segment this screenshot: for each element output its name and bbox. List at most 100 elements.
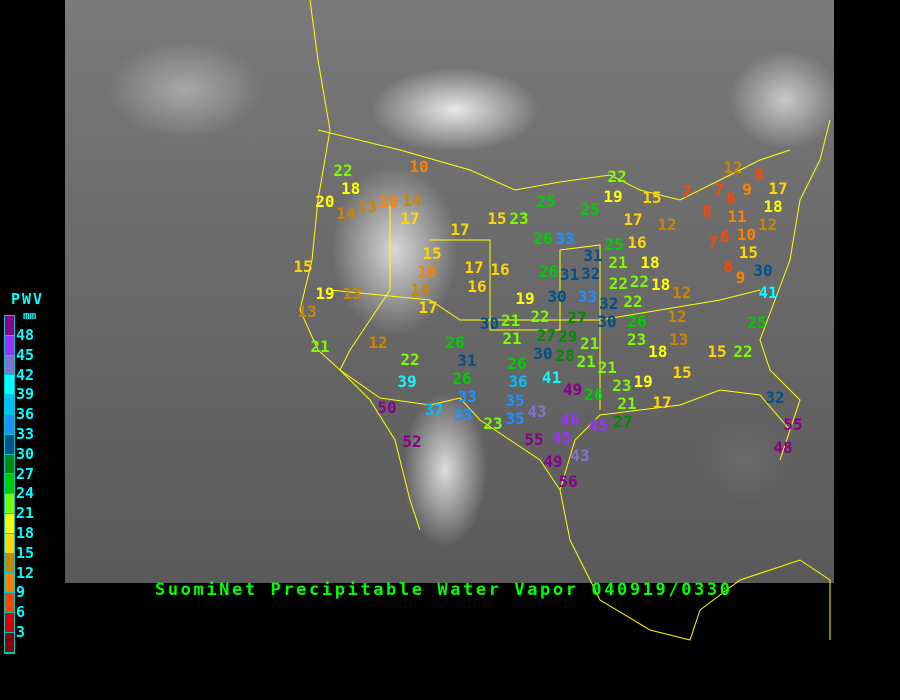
station-pwv-value: 27 [567, 308, 587, 327]
legend-label: 36 [16, 405, 35, 424]
station-pwv-value: 7 [708, 233, 718, 252]
station-pwv-value: 50 [377, 398, 397, 417]
station-pwv-value: 33 [453, 405, 473, 425]
station-pwv-value: 55 [783, 415, 803, 434]
legend-label: 6 [16, 603, 26, 622]
legend-label: 3 [16, 623, 26, 641]
station-pwv-value: 21 [500, 310, 521, 330]
station-pwv-value: 29 [557, 327, 578, 347]
legend-swatch [5, 335, 14, 356]
legend-label: 15 [16, 543, 35, 562]
station-pwv-value: 30 [597, 312, 617, 332]
station-pwv-value: 31 [457, 350, 477, 370]
legend-swatch [5, 375, 14, 396]
legend-swatch [5, 395, 14, 415]
station-pwv-value: 23 [612, 375, 632, 395]
legend-swatch [5, 612, 14, 633]
station-pwv-value: 36 [508, 372, 528, 392]
legend-label: 27 [16, 464, 35, 483]
legend-swatch [5, 533, 14, 554]
station-pwv-value: 27 [536, 325, 557, 345]
station-pwv-value: 9 [735, 268, 746, 287]
station-pwv-value: 13 [297, 302, 317, 321]
station-pwv-value: 18 [763, 197, 783, 217]
legend-label: 48 [16, 326, 35, 344]
us-canada-border [317, 129, 791, 201]
station-pwv-value: 25 [580, 200, 600, 219]
legend-label: 9 [16, 583, 26, 602]
station-pwv-value: 12 [368, 333, 388, 352]
station-pwv-value: 16 [467, 277, 487, 296]
station-pwv-value: 26 [533, 229, 553, 248]
station-pwv-value: 43 [570, 446, 590, 466]
station-pwv-value: 17 [623, 210, 643, 229]
station-pwv-value: 26 [627, 312, 647, 331]
satellite-image [65, 0, 834, 583]
station-pwv-value: 21 [502, 329, 522, 349]
station-pwv-value: 56 [558, 472, 578, 491]
station-pwv-value: 22 [608, 274, 629, 294]
station-pwv-value: 22 [733, 342, 753, 361]
legend-label: 24 [16, 484, 35, 503]
station-pwv-value: 12 [657, 215, 677, 234]
legend-unit: mm [23, 309, 37, 322]
west-coast [299, 0, 421, 531]
station-pwv-value: 27 [613, 411, 633, 431]
station-pwv-value: 39 [397, 372, 417, 391]
us-mexico-border [339, 369, 561, 491]
map-title: SuomiNet Precipitable Water Vapor 040919… [155, 580, 733, 600]
station-pwv-value: 15 [487, 209, 507, 228]
gulf-coast [559, 119, 831, 491]
station-pwv-value: 19 [315, 284, 335, 303]
station-pwv-value: 8 [754, 165, 764, 184]
station-pwv-value: 26 [445, 332, 465, 352]
station-pwv-value: 26 [507, 354, 527, 374]
station-pwv-value: 21 [617, 393, 637, 413]
station-pwv-value: 16 [490, 260, 510, 279]
state-lines [339, 200, 391, 371]
station-pwv-value: 10 [409, 157, 429, 176]
station-pwv-value: 30 [547, 287, 567, 306]
legend-label: 30 [16, 444, 35, 463]
station-pwv-value: 15 [642, 188, 662, 207]
station-pwv-value: 18 [648, 342, 668, 361]
station-pwv-value: 19 [515, 289, 535, 309]
station-pwv-value: 11 [727, 207, 747, 227]
station-pwv-value: 12 [723, 158, 743, 177]
station-pwv-value: 35 [505, 408, 525, 428]
station-pwv-value: 8 [723, 257, 734, 276]
station-pwv-value: 30 [479, 314, 500, 333]
station-pwv-value: 45 [588, 416, 608, 435]
station-pwv-value: 21 [310, 337, 330, 356]
station-pwv-value: 10 [736, 225, 757, 245]
legend-swatch [5, 316, 14, 336]
legend-swatch [5, 355, 14, 376]
station-pwv-value: 49 [562, 380, 583, 399]
station-pwv-value: 9 [742, 180, 752, 199]
legend-label: 18 [16, 524, 35, 542]
station-pwv-value: 33 [457, 387, 477, 407]
legend-swatch [5, 474, 14, 495]
station-pwv-value: 13 [357, 197, 377, 217]
station-pwv-value: 55 [524, 430, 544, 449]
station-pwv-value: 49 [543, 452, 563, 471]
station-pwv-value: 18 [650, 275, 671, 294]
legend-swatch [5, 553, 14, 574]
station-pwv-value: 17 [400, 209, 420, 229]
legend-swatch [5, 573, 14, 594]
legend-label: 21 [16, 504, 35, 523]
station-pwv-value: 26 [452, 369, 472, 389]
station-pwv-value: 15 [422, 243, 442, 263]
legend-swatch [5, 434, 14, 455]
station-pwv-value: 28 [555, 345, 575, 365]
station-pwv-value: 25 [536, 192, 556, 211]
station-pwv-value: 7 [714, 180, 724, 199]
station-pwv-value: 15 [707, 342, 727, 361]
station-pwv-value: 13 [669, 330, 689, 349]
station-pwv-value: 23 [483, 414, 503, 433]
station-pwv-value: 15 [738, 243, 758, 263]
station-pwv-value: 14 [402, 190, 422, 210]
station-pwv-value: 43 [527, 402, 547, 421]
station-pwv-value: 33 [555, 229, 575, 248]
